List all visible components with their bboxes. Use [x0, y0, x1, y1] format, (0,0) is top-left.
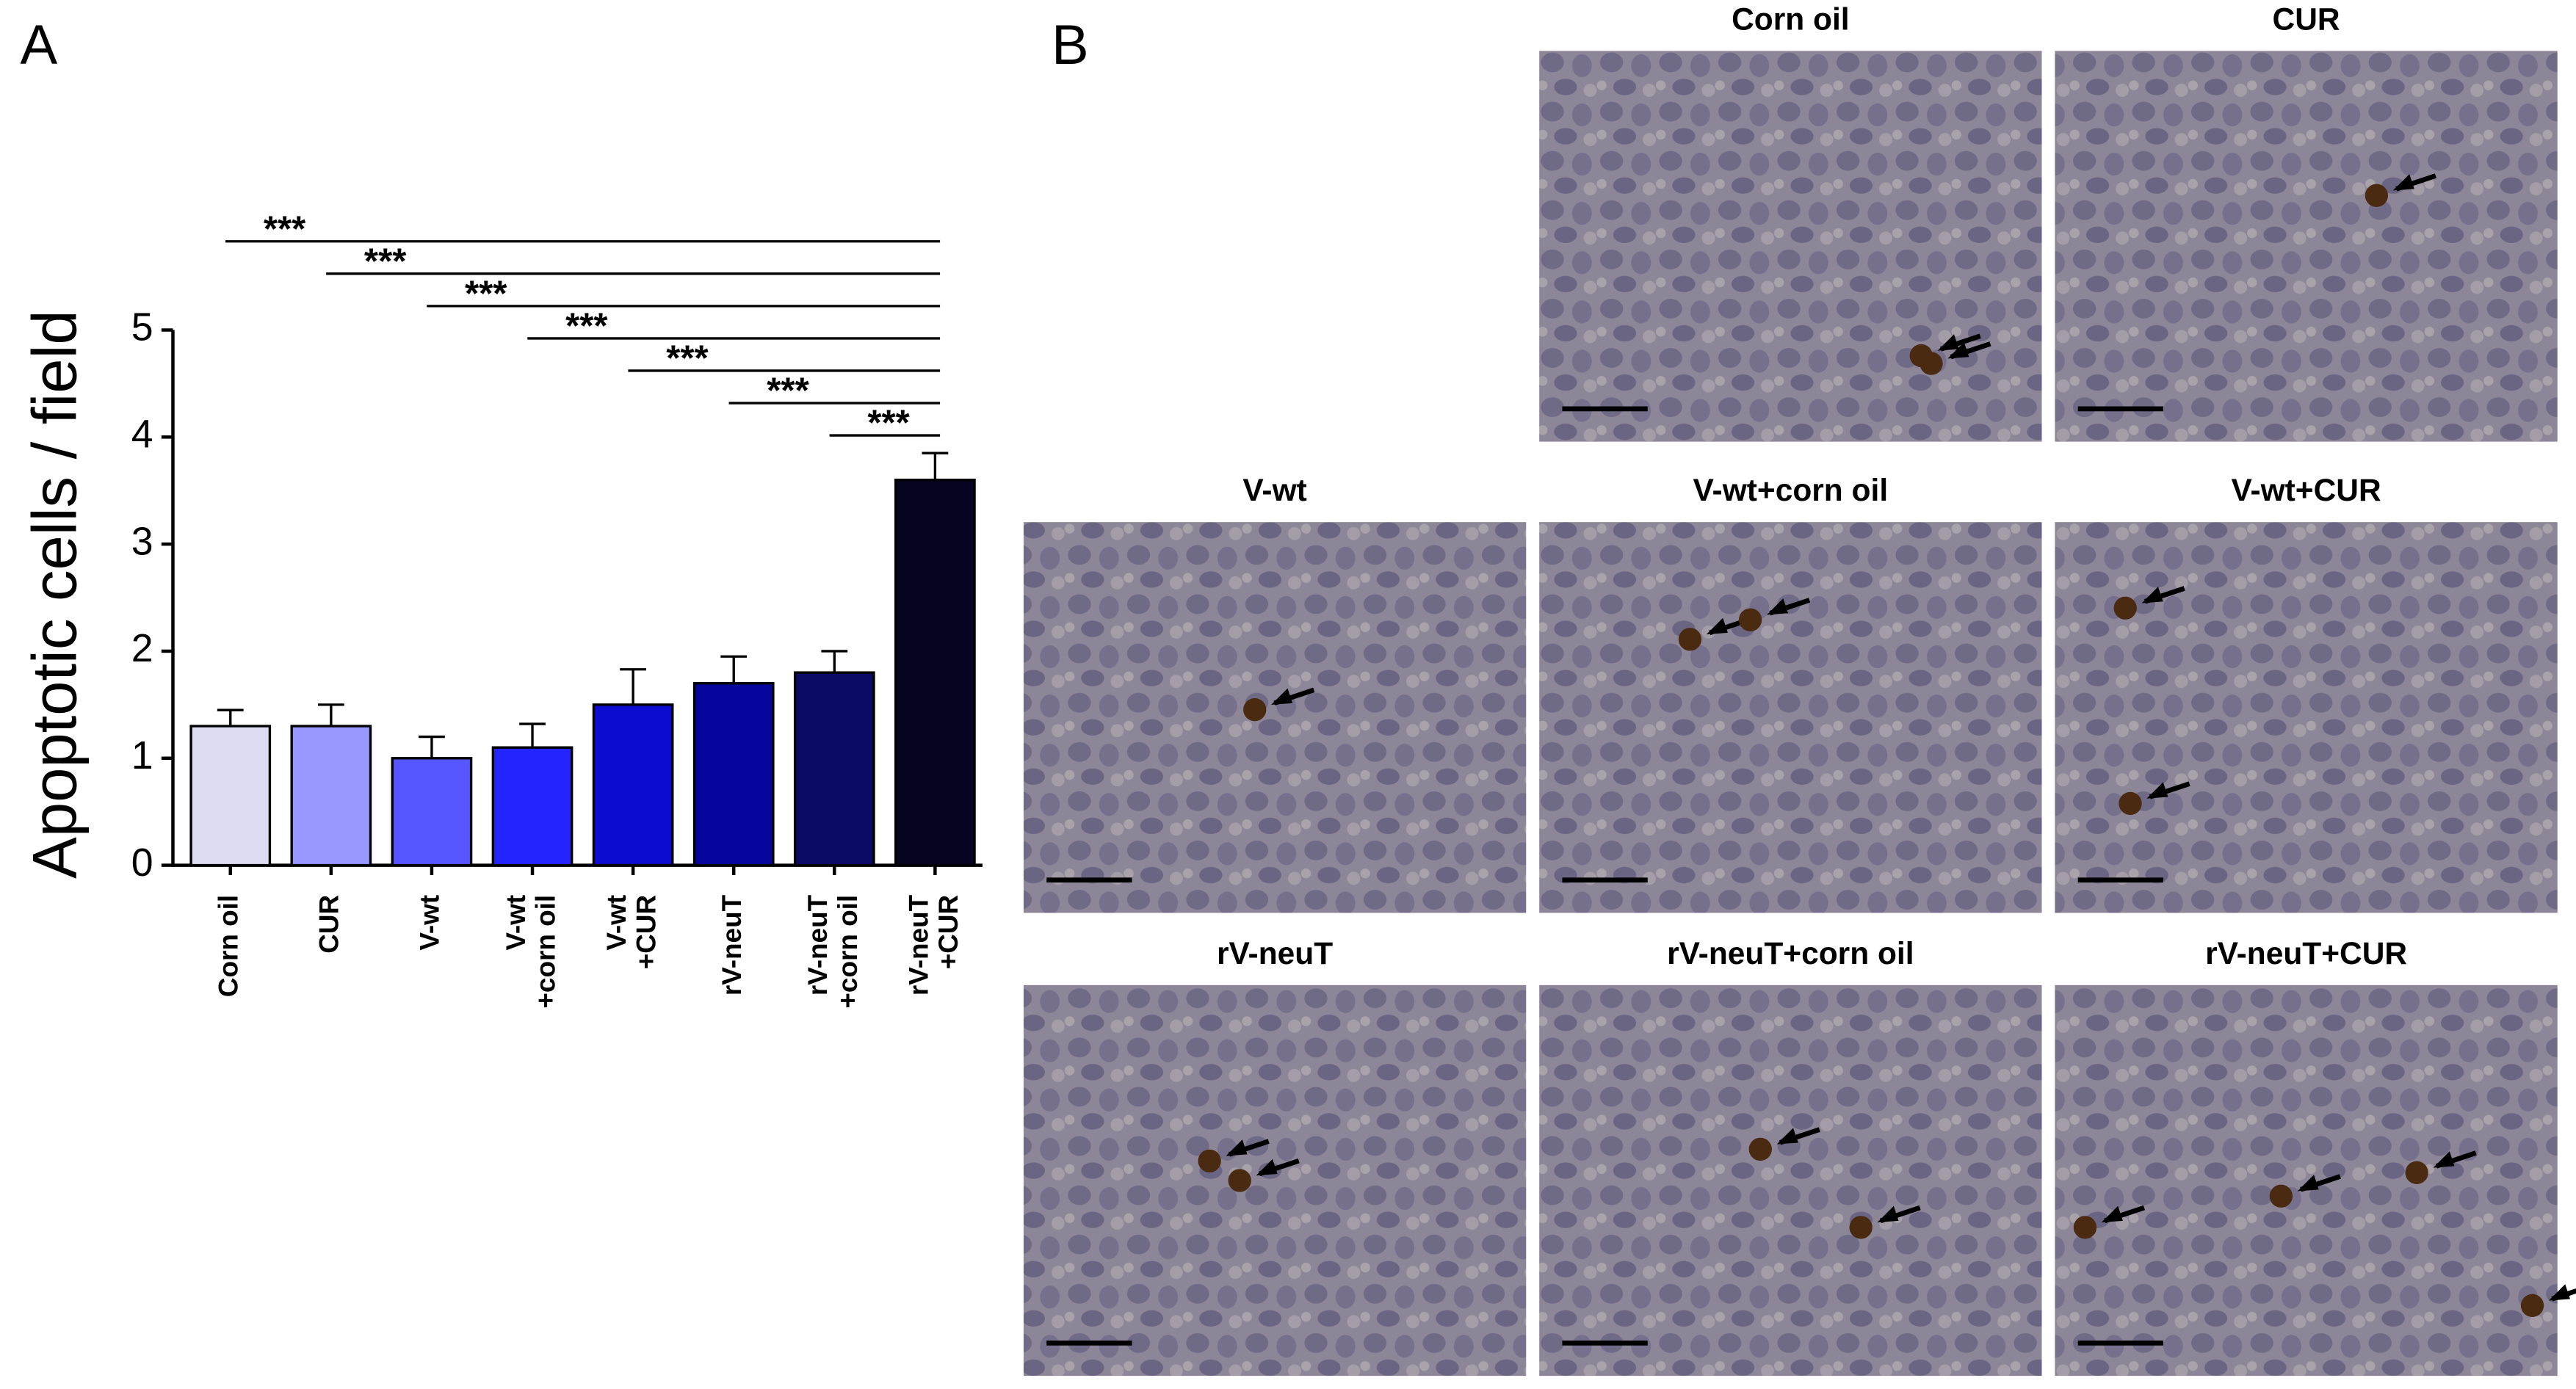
significance-label: ***: [565, 306, 608, 347]
x-tick-label: rV-neuT+CUR: [903, 894, 963, 995]
micrograph: [1539, 984, 2042, 1377]
arrow-head: [1226, 1139, 1248, 1156]
x-tick-label: CUR: [314, 895, 344, 954]
arrow-head: [2392, 174, 2414, 191]
micrograph: [2055, 522, 2558, 913]
bar: [592, 703, 674, 867]
arrow-head: [1766, 598, 1789, 615]
y-tick-label: 4: [131, 413, 153, 457]
stained-cell: [2113, 596, 2137, 620]
image: [1539, 51, 2042, 442]
image-title: rV-neuT+CUR: [2205, 937, 2407, 971]
micrograph: [1023, 522, 1527, 913]
stained-cell: [1198, 1149, 1221, 1173]
arrow-head: [1877, 1205, 1899, 1223]
panel-label: B: [1052, 14, 1089, 76]
y-axis-title: Apoptotic cells / field: [21, 310, 90, 879]
significance-label: ***: [867, 403, 910, 443]
stained-cell: [2119, 791, 2142, 816]
y-tick-label: 0: [131, 841, 153, 885]
micrograph: [1539, 51, 2042, 442]
image: [1539, 984, 2042, 1377]
image-title: rV-neuT+corn oil: [1667, 937, 1914, 971]
significance-label: ***: [364, 241, 407, 281]
arrow-head: [2297, 1175, 2319, 1192]
stained-cell: [2405, 1161, 2428, 1184]
significance-label: ***: [465, 273, 507, 313]
y-tick-label: 1: [131, 733, 153, 777]
significance-label: ***: [264, 208, 306, 249]
image-title: Corn oil: [1732, 2, 1849, 37]
stained-cell: [1748, 1137, 1772, 1161]
arrow-head: [2433, 1151, 2455, 1168]
image: [2055, 984, 2558, 1377]
image: [2055, 522, 2558, 913]
image: [1023, 522, 1527, 913]
image-title: V-wt: [1242, 474, 1306, 508]
image-title: V-wt+CUR: [2231, 474, 2381, 508]
stained-cell: [1920, 352, 1943, 375]
stained-cell: [2365, 184, 2389, 207]
x-tick-label: V-wt+corn oil: [501, 895, 561, 1009]
image: [2055, 51, 2558, 442]
arrow-head: [2141, 587, 2163, 603]
stained-cell: [1678, 628, 1702, 651]
x-tick-label: rV-neuT: [717, 894, 747, 995]
stained-cell: [1243, 698, 1267, 722]
y-tick-label: 2: [131, 626, 153, 670]
x-tick-label: Corn oil: [214, 895, 244, 997]
y-tick-label: 3: [131, 519, 153, 563]
image-title: CUR: [2273, 2, 2340, 37]
bar: [491, 746, 574, 867]
micrograph: [2055, 984, 2576, 1377]
significance-label: ***: [767, 371, 809, 411]
y-tick-label: 5: [131, 305, 153, 349]
image: [1539, 522, 2042, 913]
stained-cell: [1738, 608, 1762, 631]
x-tick-label: rV-neuT+corn oil: [803, 894, 863, 1008]
arrow-head: [1776, 1128, 1798, 1145]
micrograph: [1539, 522, 2042, 913]
arrow-head: [2101, 1205, 2123, 1223]
significance-label: ***: [666, 338, 709, 379]
micrograph: [2055, 51, 2558, 442]
bar: [894, 478, 976, 867]
arrow-head: [1937, 334, 1959, 351]
stained-cell: [2520, 1294, 2544, 1317]
x-tick-label: V-wt: [415, 895, 445, 951]
image-title: rV-neuT: [1217, 937, 1333, 971]
arrow-head: [2548, 1284, 2570, 1301]
arrow-head: [1947, 342, 1969, 359]
stained-cell: [1228, 1169, 1251, 1192]
arrow-head: [2146, 782, 2168, 799]
stained-cell: [2269, 1184, 2293, 1208]
micrograph: [1023, 984, 1527, 1377]
arrow-head: [1256, 1158, 1278, 1176]
bar: [189, 725, 272, 867]
bar: [793, 671, 875, 867]
panel-label: A: [20, 14, 57, 76]
x-tick-label: V-wt+CUR: [601, 895, 662, 969]
stained-cell: [2073, 1216, 2097, 1239]
image: [1023, 984, 1527, 1377]
stained-cell: [1849, 1216, 1873, 1239]
bar: [692, 682, 775, 867]
bar: [290, 725, 372, 867]
image-title: V-wt+corn oil: [1693, 474, 1889, 508]
arrow-head: [1706, 617, 1728, 635]
bar: [391, 757, 473, 867]
arrow-head: [1271, 688, 1293, 705]
